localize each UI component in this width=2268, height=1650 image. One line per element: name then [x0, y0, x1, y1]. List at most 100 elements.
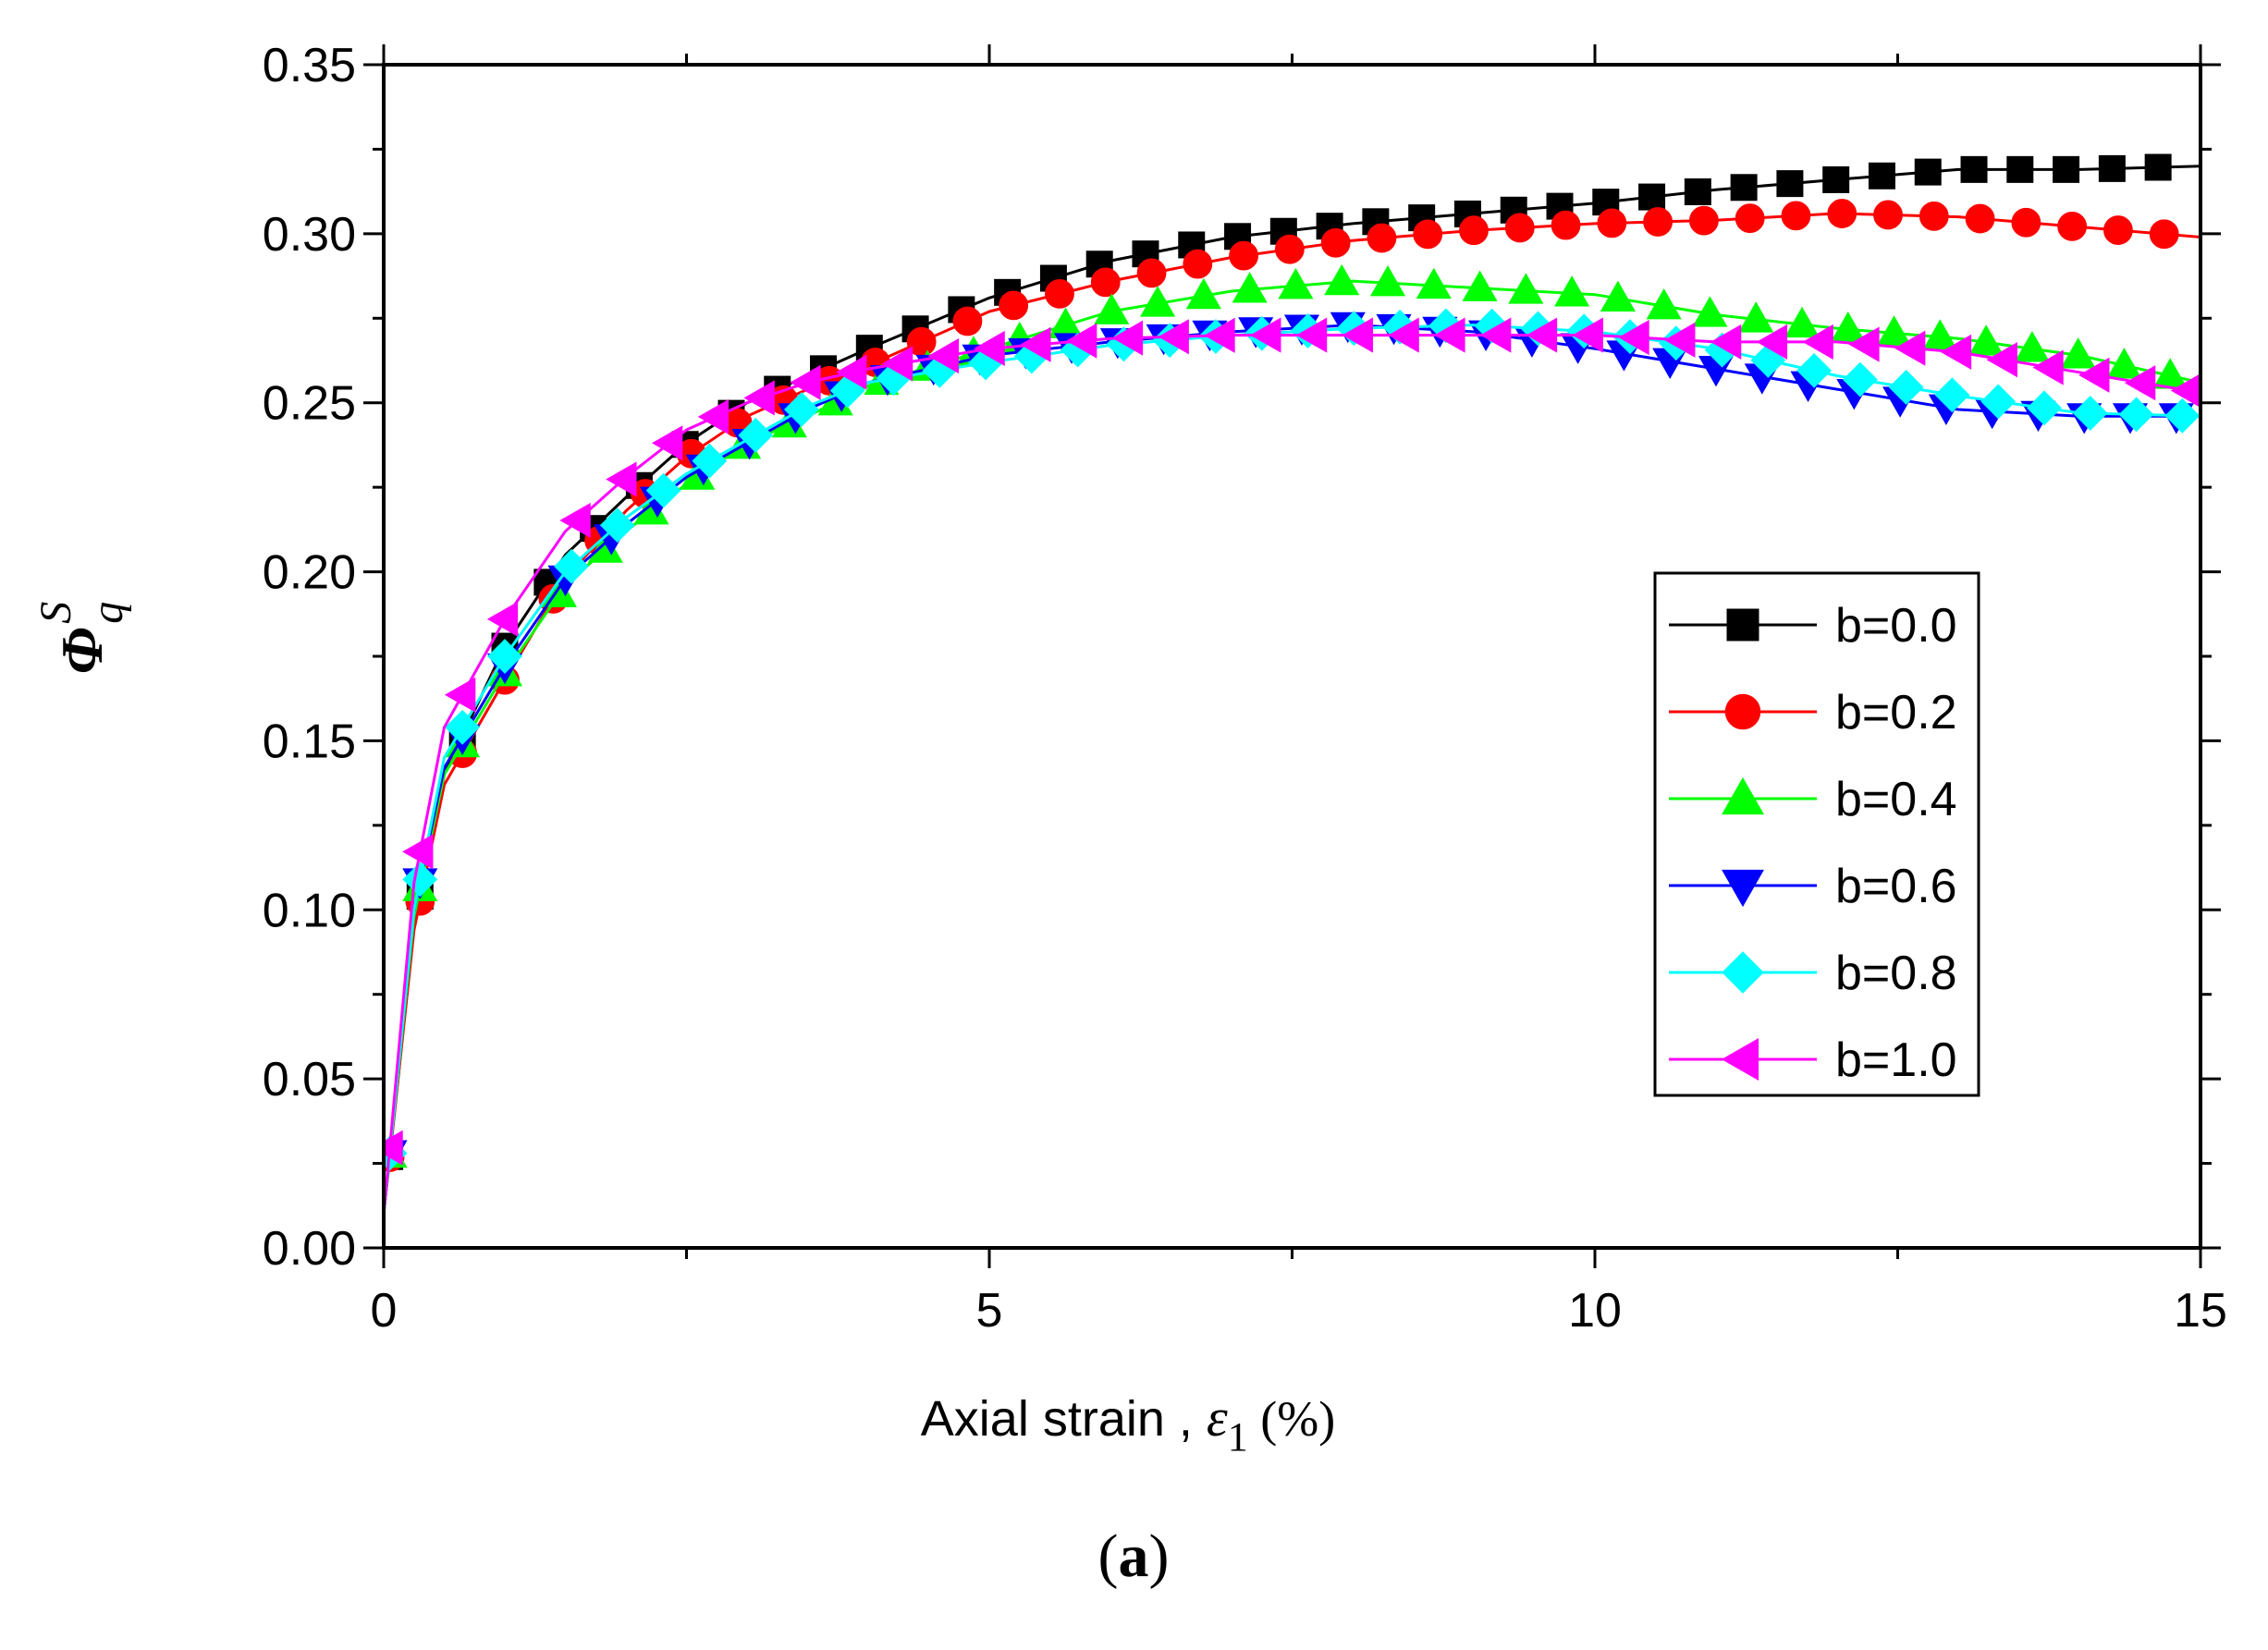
- y-axis-title: ΦSq: [31, 602, 132, 675]
- data-point-b-10: [1111, 320, 1144, 356]
- data-point-b-08: [1796, 352, 1833, 388]
- data-point-b-10: [1388, 317, 1419, 353]
- y-tick-label: 0.35: [263, 39, 356, 92]
- x-tick-label: 5: [976, 1284, 1003, 1338]
- y-axis-title-superscript: S: [31, 602, 80, 624]
- y-tick-label: 0.20: [263, 546, 356, 600]
- legend-marker: [1722, 869, 1764, 908]
- data-point-b-04: [1600, 280, 1636, 312]
- data-point-b-10: [1940, 334, 1972, 370]
- data-point-b-00: [1684, 178, 1711, 206]
- data-point-b-04: [2106, 348, 2142, 379]
- data-point-b-10: [384, 1130, 403, 1166]
- data-point-b-10: [1250, 317, 1281, 353]
- data-point-b-10: [974, 330, 1005, 367]
- x-axis-title-suffix: (%): [1248, 1391, 1335, 1447]
- data-point-b-10: [1020, 326, 1051, 362]
- y-axis-title-symbol: Φ: [49, 628, 115, 675]
- legend-item-b-00: b=0.0: [1669, 599, 1957, 653]
- data-point-b-02: [952, 306, 983, 336]
- legend-item-b-04: b=0.4: [1669, 773, 1957, 826]
- series-layer: [384, 153, 2201, 1215]
- data-point-b-08: [738, 417, 774, 453]
- data-point-b-08: [554, 548, 589, 584]
- data-point-b-02: [1827, 199, 1857, 228]
- x-tick-label: 0: [371, 1284, 398, 1338]
- data-point-b-04: [1646, 287, 1682, 320]
- y-axis-title-subscript: q: [83, 602, 132, 624]
- legend: b=0.0 b=0.2 b=0.4 b=0.6 b=0.8 b=1.0: [1653, 571, 1980, 1097]
- data-point-b-02: [1274, 234, 1305, 264]
- data-point-b-10: [1204, 317, 1235, 353]
- data-point-b-00: [2098, 154, 2126, 182]
- y-tick-label: 0.00: [263, 1222, 356, 1276]
- data-point-b-04: [1738, 301, 1774, 333]
- data-point-b-10: [1618, 319, 1649, 356]
- data-point-b-02: [1459, 215, 1489, 246]
- data-point-b-08: [1888, 370, 1924, 405]
- data-point-b-08: [692, 443, 728, 479]
- data-point-b-04: [1185, 277, 1221, 310]
- data-point-b-10: [402, 834, 434, 870]
- data-point-b-02: [1965, 203, 1995, 234]
- data-point-b-10: [1986, 342, 2017, 378]
- data-point-b-04: [1140, 286, 1176, 317]
- data-point-b-10: [606, 461, 637, 497]
- data-point-b-10: [1710, 324, 1742, 360]
- data-point-b-04: [2014, 331, 2050, 362]
- data-point-b-04: [1508, 273, 1544, 304]
- data-point-b-00: [1914, 158, 1942, 186]
- data-point-b-00: [1730, 174, 1758, 202]
- data-point-b-00: [2006, 155, 2034, 183]
- data-point-b-04: [1692, 296, 1728, 327]
- data-point-b-10: [651, 425, 683, 461]
- data-point-b-10: [1756, 324, 1788, 360]
- data-point-b-10: [1158, 319, 1189, 355]
- data-point-b-08: [784, 392, 819, 427]
- data-point-b-04: [1094, 293, 1130, 324]
- data-point-b-10: [444, 677, 476, 713]
- data-point-b-10: [790, 364, 821, 400]
- x-axis-title-subscript: 1: [1228, 1414, 1248, 1460]
- data-point-b-02: [1735, 203, 1765, 234]
- data-point-b-08: [1842, 361, 1878, 397]
- data-point-b-10: [2078, 357, 2110, 393]
- data-point-b-08: [487, 639, 522, 674]
- data-point-b-08: [2027, 390, 2062, 426]
- data-point-b-04: [1462, 270, 1498, 301]
- data-point-b-04: [1968, 324, 2004, 356]
- data-point-b-00: [1638, 183, 1666, 211]
- data-point-b-10: [1295, 317, 1328, 353]
- data-point-b-02: [1919, 201, 1949, 231]
- data-point-b-02: [1504, 213, 1535, 243]
- data-point-b-10: [881, 346, 913, 382]
- data-point-b-10: [2170, 373, 2201, 409]
- data-point-b-02: [2103, 215, 2133, 245]
- data-point-b-10: [1342, 317, 1374, 353]
- data-point-b-10: [559, 502, 591, 539]
- data-point-b-10: [1479, 317, 1512, 353]
- data-point-b-10: [927, 338, 959, 374]
- data-point-b-00: [1776, 170, 1804, 198]
- data-point-b-04: [1324, 263, 1360, 296]
- data-point-b-10: [1848, 326, 1880, 362]
- data-point-b-02: [1643, 207, 1673, 237]
- legend-marker: [1721, 1038, 1759, 1081]
- legend-item-b-02: b=0.2: [1669, 686, 1957, 739]
- data-point-b-02: [1689, 205, 1719, 236]
- data-point-b-10: [1664, 322, 1696, 358]
- data-point-b-02: [2149, 219, 2179, 250]
- data-point-b-02: [1551, 210, 1581, 240]
- data-point-b-10: [2124, 365, 2156, 401]
- data-point-b-10: [1526, 317, 1558, 353]
- data-point-b-10: [1065, 323, 1097, 359]
- svg-text:ΦSq: ΦSq: [31, 602, 132, 675]
- legend-label: b=0.6: [1835, 860, 1957, 913]
- data-point-b-10: [743, 380, 775, 416]
- data-point-b-08: [402, 862, 438, 898]
- data-point-b-10: [1894, 330, 1926, 366]
- legend-box: [1653, 571, 1980, 1097]
- data-point-b-08: [1980, 384, 2017, 420]
- x-tick-label: 15: [2174, 1284, 2227, 1338]
